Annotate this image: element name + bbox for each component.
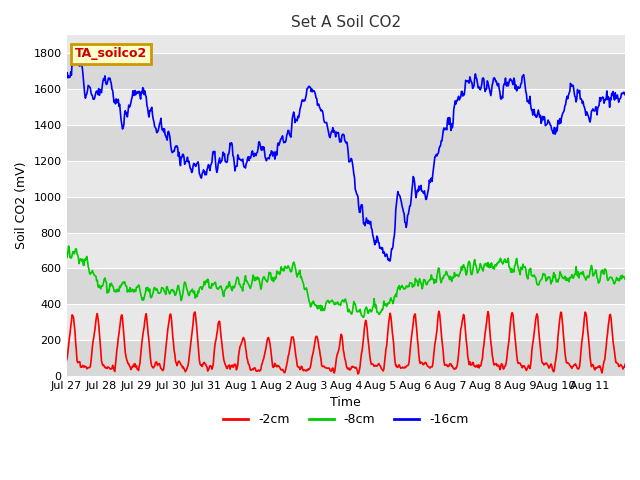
Bar bbox=[67, 268, 625, 304]
Bar bbox=[67, 161, 625, 197]
Bar bbox=[67, 89, 625, 125]
Bar bbox=[67, 125, 625, 161]
Y-axis label: Soil CO2 (mV): Soil CO2 (mV) bbox=[15, 162, 28, 250]
Bar bbox=[67, 197, 625, 232]
Bar bbox=[67, 340, 625, 376]
Bar bbox=[67, 304, 625, 340]
X-axis label: Time: Time bbox=[330, 396, 361, 409]
Bar bbox=[67, 232, 625, 268]
Bar bbox=[67, 17, 625, 53]
Title: Set A Soil CO2: Set A Soil CO2 bbox=[291, 15, 401, 30]
Legend: -2cm, -8cm, -16cm: -2cm, -8cm, -16cm bbox=[218, 408, 473, 431]
Text: TA_soilco2: TA_soilco2 bbox=[75, 47, 147, 60]
Bar bbox=[67, 53, 625, 89]
